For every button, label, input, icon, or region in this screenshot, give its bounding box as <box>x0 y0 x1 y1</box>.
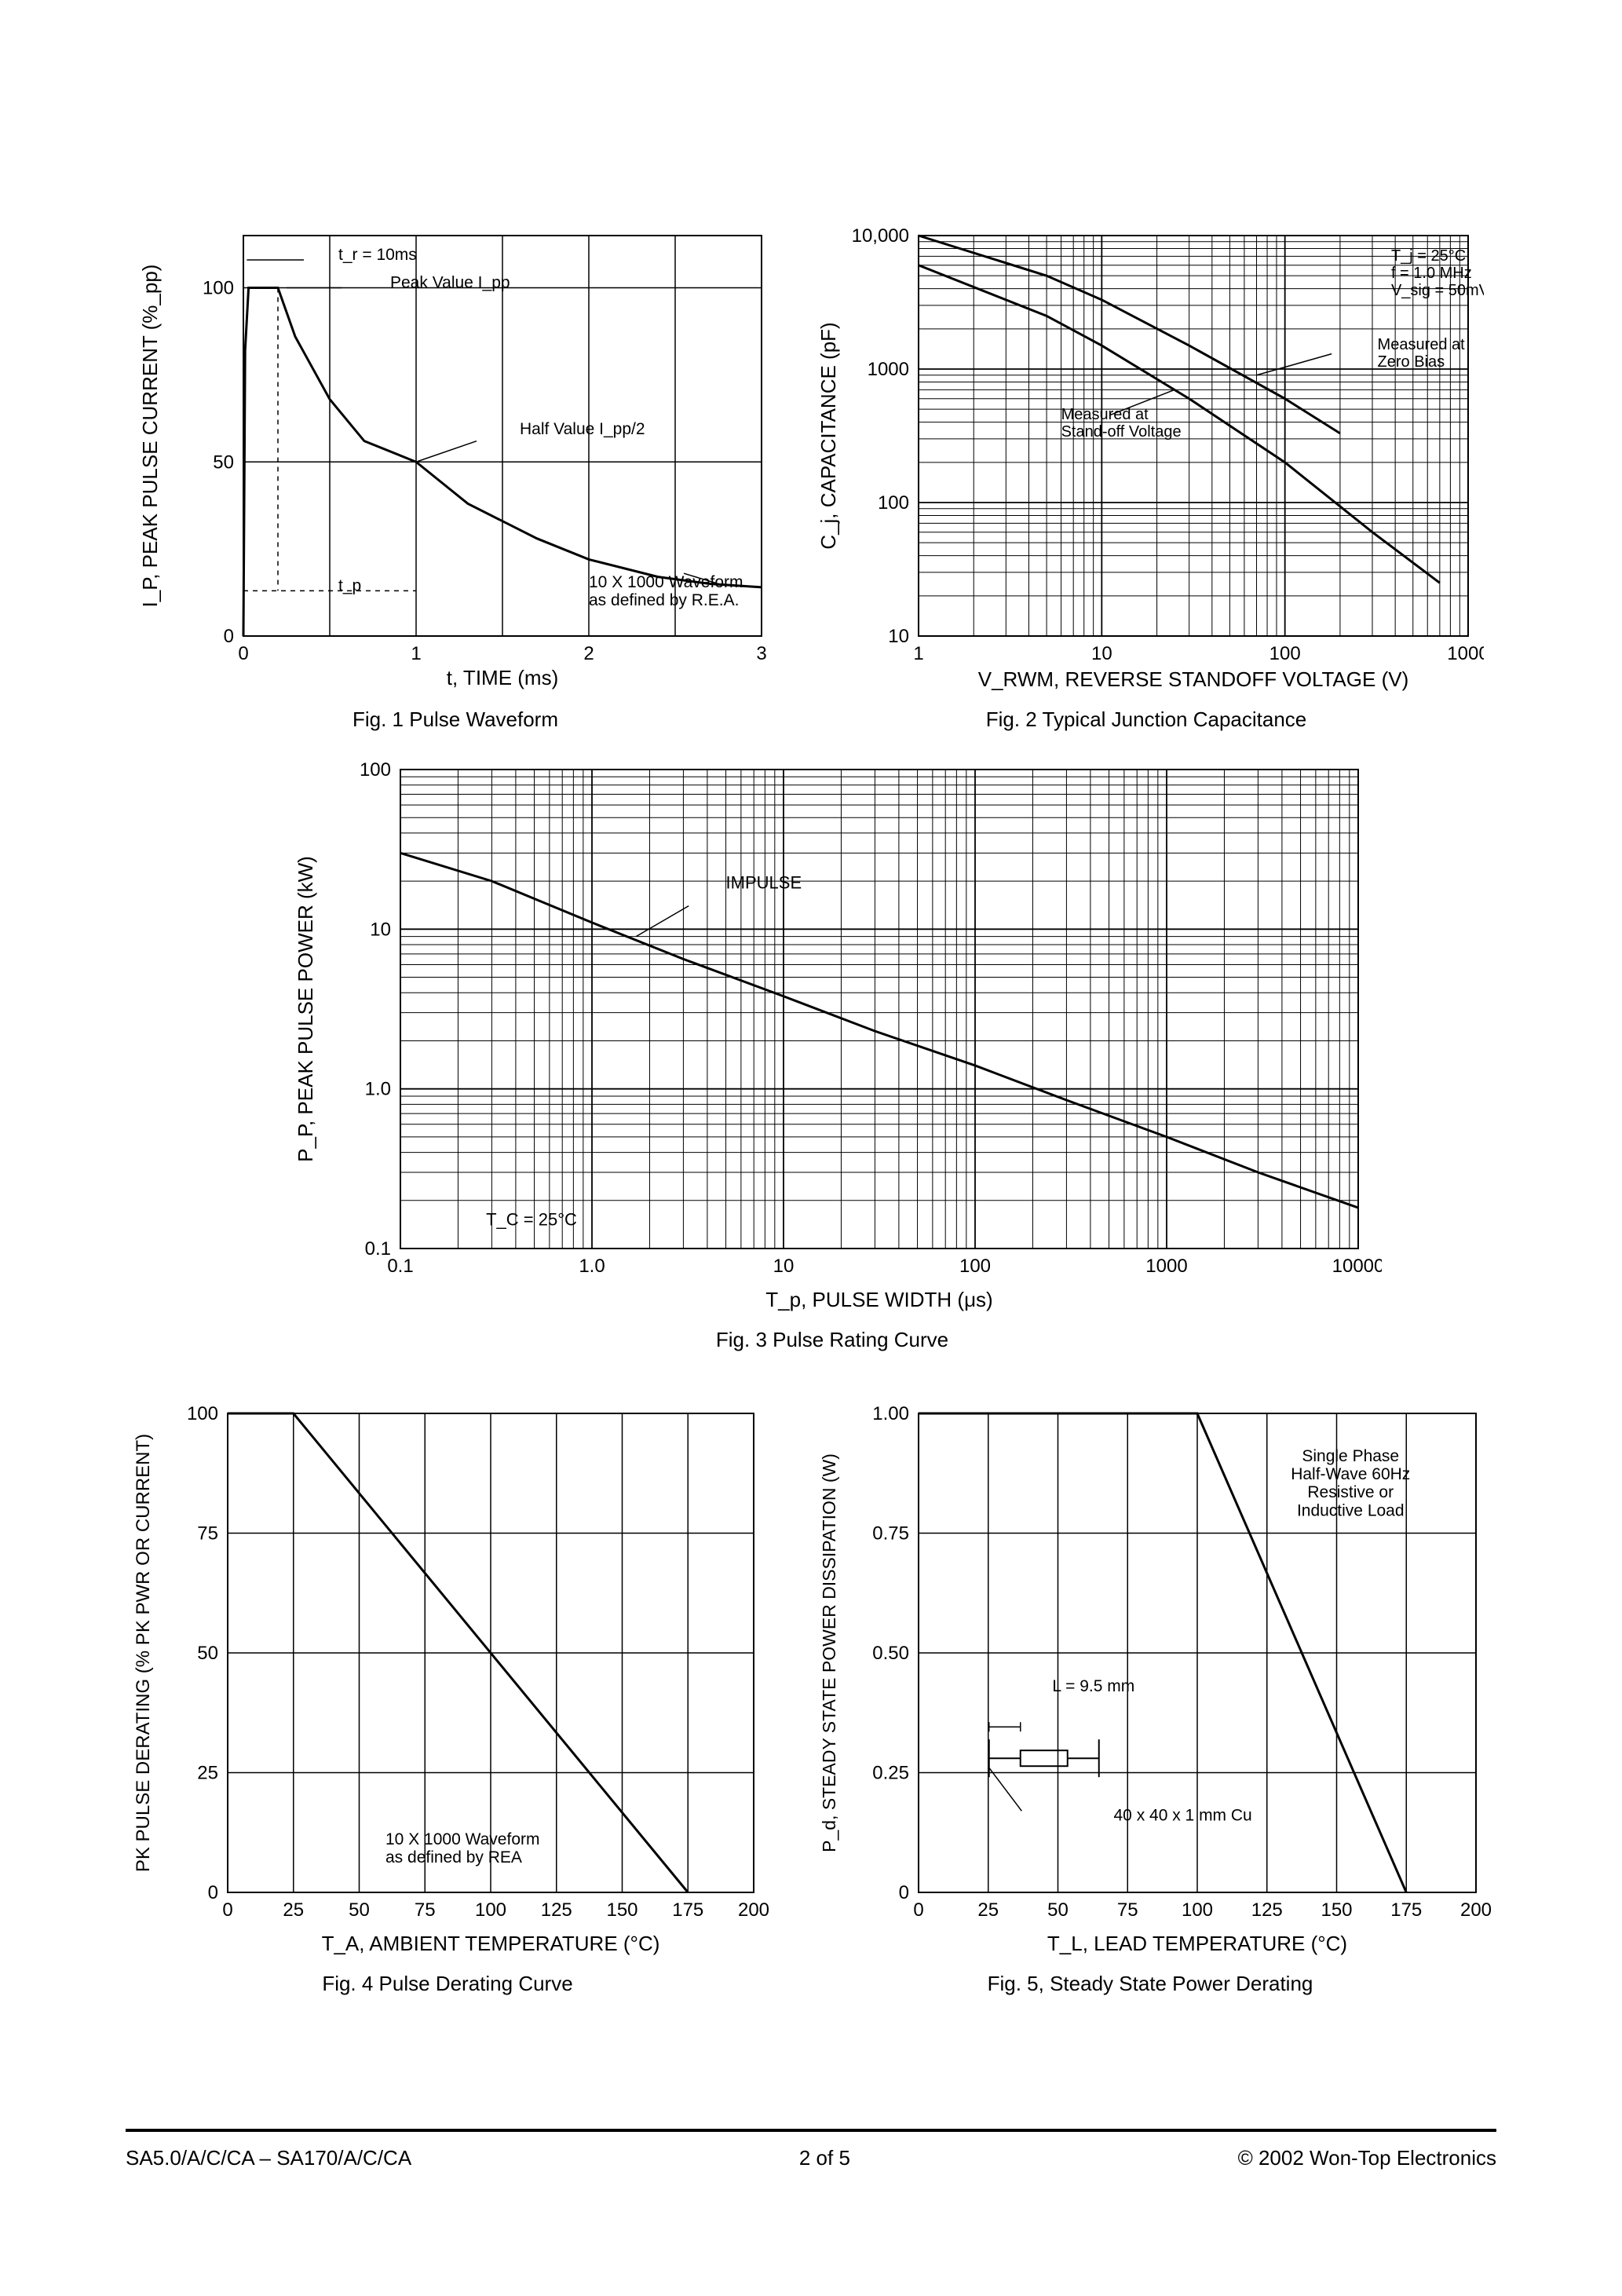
fig2-caption: Fig. 2 Typical Junction Capacitance <box>809 707 1484 732</box>
svg-text:0.1: 0.1 <box>387 1256 413 1277</box>
svg-text:I_P, PEAK PULSE CURRENT (%_pp): I_P, PEAK PULSE CURRENT (%_pp) <box>138 265 162 608</box>
svg-text:0.75: 0.75 <box>872 1523 909 1545</box>
fig1-plot: 0 1 2 3 0 50 100 t_r = 10ms Peak Value I_pp Half … <box>133 220 777 699</box>
svg-text:100: 100 <box>1182 1899 1213 1921</box>
svg-text:Half Value I_pp/2: Half Value I_pp/2 <box>520 420 645 438</box>
svg-text:100: 100 <box>475 1899 506 1921</box>
svg-text:0.50: 0.50 <box>872 1643 909 1664</box>
footer-right: © 2002 Won-Top Electronics <box>1238 2146 1496 2170</box>
svg-text:0: 0 <box>208 1882 218 1903</box>
svg-text:40 x 40 x 1 mm Cu: 40 x 40 x 1 mm Cu <box>1114 1807 1252 1825</box>
svg-text:75: 75 <box>1117 1899 1138 1921</box>
charts-grid: 0123050100t_r = 10msPeak Value I_ppHalf … <box>126 220 1496 2136</box>
svg-text:1.0: 1.0 <box>365 1079 391 1100</box>
svg-text:IMPULSE: IMPULSE <box>726 872 802 892</box>
svg-text:10: 10 <box>1091 643 1112 664</box>
svg-text:T_L, LEAD TEMPERATURE (°C): T_L, LEAD TEMPERATURE (°C) <box>1047 1932 1347 1955</box>
svg-text:50: 50 <box>349 1899 370 1921</box>
svg-text:t, TIME (ms): t, TIME (ms) <box>447 666 559 689</box>
svg-text:1.0: 1.0 <box>579 1256 605 1277</box>
fig4-plot: 0 25 50 75 100 125 150 175 200 0 25 50 75 100 10 X 100… <box>126 1398 769 1963</box>
svg-text:75: 75 <box>415 1899 436 1921</box>
svg-text:10: 10 <box>888 626 909 647</box>
svg-text:100: 100 <box>203 278 234 299</box>
svg-text:75: 75 <box>197 1523 218 1545</box>
svg-text:P_d, STEADY STATE POWER DISSIP: P_d, STEADY STATE POWER DISSIPATION (W) <box>819 1453 839 1852</box>
svg-text:1: 1 <box>913 643 923 664</box>
fig2-plot: 110100100010100100010,000T_j = 25°Cf = 1… <box>809 220 1484 699</box>
fig2: 110100100010100100010,000T_j = 25°Cf = 1… <box>809 220 1484 732</box>
footer-left: SA5.0/A/C/CA – SA170/A/C/CA <box>126 2146 411 2170</box>
svg-text:50: 50 <box>213 452 234 473</box>
svg-text:0.1: 0.1 <box>365 1238 391 1260</box>
svg-text:125: 125 <box>541 1899 572 1921</box>
svg-text:1: 1 <box>411 643 421 664</box>
svg-text:175: 175 <box>1390 1899 1422 1921</box>
datasheet-page: 0123050100t_r = 10msPeak Value I_ppHalf … <box>0 0 1622 2296</box>
page-footer: SA5.0/A/C/CA – SA170/A/C/CA 2 of 5 © 200… <box>126 2129 1496 2170</box>
svg-text:0: 0 <box>222 1899 232 1921</box>
svg-text:3: 3 <box>756 643 766 664</box>
svg-text:150: 150 <box>606 1899 637 1921</box>
fig4-caption: Fig. 4 Pulse Derating Curve <box>126 1972 769 1996</box>
svg-text:Measured atZero Bias: Measured atZero Bias <box>1378 336 1466 371</box>
svg-text:100: 100 <box>1269 643 1301 664</box>
fig1-caption: Fig. 1 Pulse Waveform <box>133 707 777 732</box>
fig3-plot: 0.1 1.0 10 100 1000 10000 0.1 1.0 10 100 IMPULSE T_… <box>283 754 1382 1319</box>
fig3-caption: Fig. 3 Pulse Rating Curve <box>283 1328 1382 1352</box>
svg-text:200: 200 <box>738 1899 769 1921</box>
svg-text:100: 100 <box>878 492 909 514</box>
svg-text:2: 2 <box>583 643 594 664</box>
svg-text:0: 0 <box>224 626 234 647</box>
svg-text:1000: 1000 <box>868 359 909 380</box>
svg-text:50: 50 <box>197 1643 218 1664</box>
fig1: 0 1 2 3 0 50 100 t_r = 10ms Peak Value I_pp Half … <box>133 220 777 732</box>
svg-text:1000: 1000 <box>1145 1256 1187 1277</box>
svg-text:100: 100 <box>187 1403 218 1424</box>
svg-text:25: 25 <box>283 1899 304 1921</box>
svg-text:0.25: 0.25 <box>872 1763 909 1784</box>
fig4: 0 25 50 75 100 125 150 175 200 0 25 50 75 100 10 X 100… <box>126 1398 769 1996</box>
svg-text:t_p: t_p <box>338 576 361 594</box>
svg-text:PK PULSE DERATING (% PK PWR OR: PK PULSE DERATING (% PK PWR OR CURRENT) <box>133 1434 154 1872</box>
fig3: 0.1 1.0 10 100 1000 10000 0.1 1.0 10 100 IMPULSE T_… <box>283 754 1382 1352</box>
svg-text:100: 100 <box>360 759 391 781</box>
svg-text:1.00: 1.00 <box>872 1403 909 1424</box>
svg-text:10 X 1000 Waveformas defined b: 10 X 1000 Waveformas defined by R.E.A. <box>589 573 743 609</box>
svg-text:Measured atStand-off Voltage: Measured atStand-off Voltage <box>1061 406 1182 441</box>
svg-text:t_r = 10ms: t_r = 10ms <box>338 246 417 264</box>
svg-text:0: 0 <box>899 1882 909 1903</box>
svg-text:10 X 1000 Waveformas defined b: 10 X 1000 Waveformas defined by REA <box>385 1830 540 1866</box>
fig5-plot: 0 25 50 75 100 125 150 175 200 0 0.25 0.50 0.75 1.00 S… <box>809 1398 1492 1963</box>
svg-text:T_j = 25°Cf = 1.0 MHzV_sig = 5: T_j = 25°Cf = 1.0 MHzV_sig = 50mV p-p <box>1391 247 1484 299</box>
svg-text:V_RWM, REVERSE STANDOFF VOLTAG: V_RWM, REVERSE STANDOFF VOLTAGE (V) <box>978 667 1408 691</box>
svg-text:0: 0 <box>238 643 248 664</box>
svg-text:25: 25 <box>197 1763 218 1784</box>
svg-text:Peak Value I_pp: Peak Value I_pp <box>390 274 510 292</box>
svg-text:125: 125 <box>1251 1899 1283 1921</box>
fig5: 0 25 50 75 100 125 150 175 200 0 0.25 0.50 0.75 1.00 S… <box>809 1398 1492 1996</box>
svg-text:0: 0 <box>913 1899 923 1921</box>
svg-text:Single PhaseHalf-Wave 60HzResi: Single PhaseHalf-Wave 60HzResistive orIn… <box>1291 1447 1410 1519</box>
svg-text:10000: 10000 <box>1332 1256 1382 1277</box>
svg-text:200: 200 <box>1460 1899 1492 1921</box>
svg-text:C_j, CAPACITANCE (pF): C_j, CAPACITANCE (pF) <box>816 322 840 549</box>
svg-text:10,000: 10,000 <box>852 225 909 247</box>
fig5-caption: Fig. 5, Steady State Power Derating <box>809 1972 1492 1996</box>
svg-text:50: 50 <box>1047 1899 1069 1921</box>
svg-text:T_C = 25°C: T_C = 25°C <box>486 1209 577 1229</box>
svg-text:10: 10 <box>370 919 391 940</box>
svg-text:T_p, PULSE WIDTH (μs): T_p, PULSE WIDTH (μs) <box>765 1288 992 1311</box>
svg-text:P_P, PEAK PULSE POWER (kW): P_P, PEAK PULSE POWER (kW) <box>294 856 317 1162</box>
svg-text:150: 150 <box>1321 1899 1352 1921</box>
svg-text:25: 25 <box>977 1899 999 1921</box>
svg-text:175: 175 <box>672 1899 703 1921</box>
svg-text:100: 100 <box>959 1256 991 1277</box>
svg-text:L = 9.5 mm: L = 9.5 mm <box>1052 1677 1134 1695</box>
svg-text:10: 10 <box>773 1256 795 1277</box>
footer-center: 2 of 5 <box>799 2146 850 2170</box>
svg-text:T_A, AMBIENT TEMPERATURE (°C): T_A, AMBIENT TEMPERATURE (°C) <box>322 1932 660 1955</box>
svg-text:1000: 1000 <box>1447 643 1484 664</box>
